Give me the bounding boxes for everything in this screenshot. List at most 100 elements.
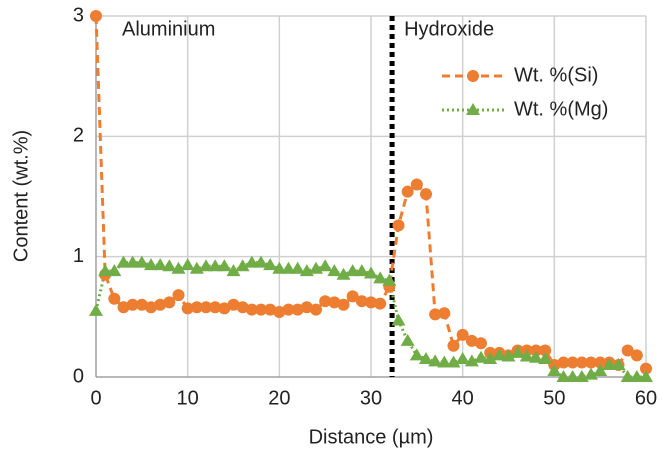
marker (584, 367, 598, 380)
marker (125, 255, 140, 268)
marker (346, 290, 359, 303)
marker (337, 298, 350, 311)
marker (639, 370, 653, 382)
marker (116, 255, 131, 268)
marker (172, 289, 185, 302)
marker (300, 301, 313, 314)
legend-marker (466, 103, 480, 115)
marker (620, 370, 635, 382)
marker (446, 355, 461, 368)
marker (181, 302, 194, 315)
marker (244, 255, 259, 268)
marker (519, 349, 534, 362)
marker (254, 255, 268, 268)
marker (154, 298, 167, 311)
marker (208, 259, 223, 272)
marker (134, 255, 149, 268)
marker (89, 303, 103, 316)
marker (629, 370, 644, 382)
marker (539, 344, 552, 357)
marker (145, 301, 157, 314)
legend-marker (467, 70, 479, 82)
region-label: Aluminium (122, 18, 215, 40)
marker (538, 351, 553, 364)
marker (547, 363, 562, 376)
marker (475, 337, 487, 350)
marker (455, 351, 470, 364)
marker (98, 264, 113, 277)
marker (190, 301, 203, 314)
marker (162, 259, 177, 272)
marker (135, 298, 148, 311)
marker (419, 351, 433, 364)
marker (611, 357, 626, 370)
marker (530, 344, 542, 357)
marker (319, 295, 332, 308)
marker (290, 261, 305, 274)
marker (273, 306, 286, 319)
x-tick-label: 0 (90, 387, 101, 409)
marker (345, 264, 360, 277)
marker (200, 301, 212, 314)
marker (409, 348, 424, 361)
marker (235, 259, 250, 272)
marker (354, 264, 369, 277)
marker (117, 301, 130, 314)
x-tick-label: 40 (452, 387, 474, 409)
marker (90, 10, 102, 22)
marker (336, 267, 351, 280)
marker (245, 303, 258, 316)
marker (264, 303, 277, 316)
x-tick-label: 60 (635, 387, 657, 409)
x-tick-label: 50 (543, 387, 565, 409)
region-label: Hydroxide (404, 18, 494, 40)
marker (281, 261, 296, 274)
marker (510, 345, 525, 358)
y-axis-label: Content (wt.%) (10, 130, 32, 262)
marker (153, 258, 168, 271)
marker (272, 261, 287, 274)
marker (209, 301, 222, 314)
marker (420, 188, 432, 201)
marker (438, 307, 451, 320)
marker (328, 296, 341, 309)
marker (227, 298, 240, 311)
marker (107, 264, 122, 277)
y-tick-label: 0 (73, 365, 84, 387)
marker (108, 292, 121, 305)
marker (217, 259, 232, 272)
marker (171, 261, 186, 274)
legend-label: Wt. %(Mg) (514, 98, 608, 120)
marker (327, 264, 342, 277)
marker (492, 348, 507, 361)
marker (365, 296, 377, 309)
marker (144, 258, 158, 271)
marker (163, 296, 176, 309)
marker (464, 354, 479, 367)
marker (374, 297, 387, 310)
marker (593, 363, 608, 376)
marker (428, 354, 443, 367)
marker (373, 271, 388, 284)
y-tick-label: 1 (73, 245, 84, 267)
marker (501, 349, 516, 362)
marker (236, 301, 249, 314)
marker (318, 259, 333, 272)
marker (401, 185, 414, 198)
marker (218, 302, 231, 315)
marker (566, 356, 579, 369)
marker (282, 303, 295, 316)
marker (310, 303, 322, 316)
marker (400, 333, 415, 346)
marker (382, 273, 397, 286)
marker (429, 308, 442, 321)
marker (602, 357, 617, 370)
marker (474, 350, 488, 363)
marker (199, 259, 213, 272)
marker (529, 350, 543, 363)
marker (585, 356, 597, 369)
marker (565, 370, 580, 382)
y-tick-label: 2 (73, 125, 84, 147)
marker (263, 258, 278, 271)
